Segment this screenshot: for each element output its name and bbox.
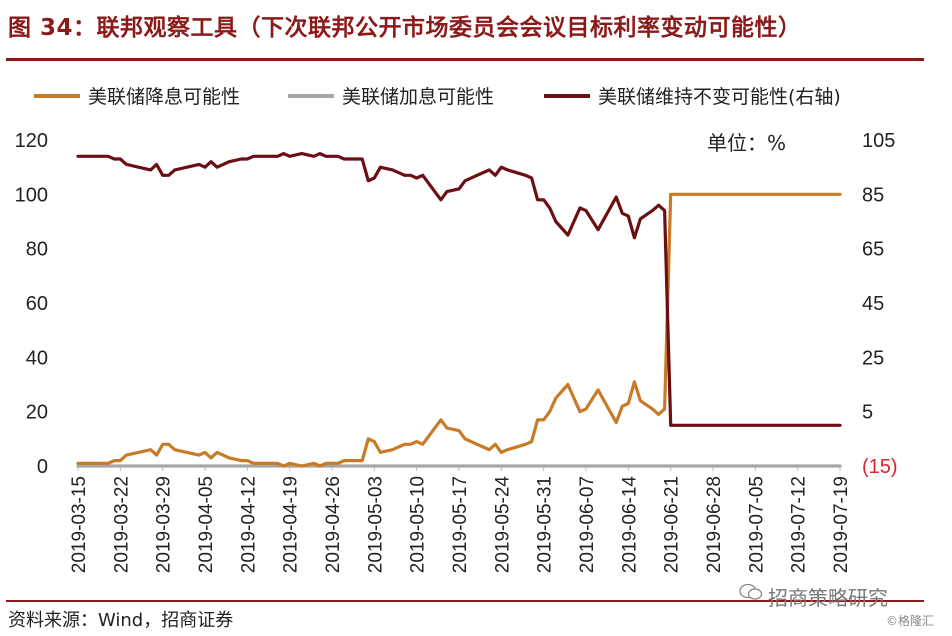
legend-label: 美联储加息可能性 xyxy=(342,86,494,108)
x-tick-label: 2019-05-03 xyxy=(365,476,386,573)
x-tick-label: 2019-03-29 xyxy=(154,476,175,573)
x-tick-label: 2019-07-19 xyxy=(831,476,852,573)
x-tick-label: 2019-05-10 xyxy=(408,476,429,573)
x-tick-label: 2019-06-21 xyxy=(662,476,683,573)
x-tick-label: 2019-05-31 xyxy=(535,476,556,573)
rate-hold-probability-line xyxy=(76,152,842,427)
y-right-tick-label: 5 xyxy=(862,402,873,424)
x-tick-label: 2019-04-19 xyxy=(281,476,302,573)
x-tick-label: 2019-07-12 xyxy=(789,476,810,573)
y-right-tick-label: 25 xyxy=(862,347,884,369)
x-tick-label: 2019-06-28 xyxy=(704,476,725,573)
x-tick-label: 2019-03-15 xyxy=(69,476,90,573)
figure-title: 图 34：联邦观察工具（下次联邦公开市场委员会会议目标利率变动可能性） xyxy=(8,15,802,41)
x-tick-label: 2019-07-05 xyxy=(746,476,767,573)
probability-line-chart: 美联储降息可能性 美联储加息可能性 美联储维持不变可能性(右轴) 0 20 40 60 80… xyxy=(15,86,898,573)
source-note: 资料来源：Wind，招商证券 xyxy=(8,610,234,631)
y-right-tick-label: (15) xyxy=(862,456,898,478)
watermark-credit: ©格隆汇 xyxy=(886,614,935,628)
x-tick-label: 2019-04-05 xyxy=(196,476,217,573)
unit-annotation: 单位：% xyxy=(707,131,786,155)
watermark-text: 招商策略研究 xyxy=(768,586,888,610)
y-right-tick-label: 85 xyxy=(862,184,884,206)
x-tick-label: 2019-06-07 xyxy=(577,476,598,573)
x-tick-label: 2019-05-24 xyxy=(492,476,513,574)
x-tick-label: 2019-04-26 xyxy=(323,476,344,573)
chart-series xyxy=(76,152,842,468)
x-tick-label: 2019-03-22 xyxy=(111,476,132,573)
x-tick-label: 2019-04-12 xyxy=(238,476,259,573)
y-right-tick-label: 105 xyxy=(862,130,895,152)
wechat-icon xyxy=(739,583,763,600)
footer-divider xyxy=(6,600,924,602)
y-right-tick-label: 65 xyxy=(862,239,884,261)
rate-cut-probability-line xyxy=(76,192,842,468)
y-left-tick-label: 80 xyxy=(26,239,48,261)
legend-label: 美联储维持不变可能性(右轴) xyxy=(598,86,841,108)
y-left-tick-label: 40 xyxy=(26,347,48,369)
y-left-tick-label: 100 xyxy=(15,184,48,206)
legend-label: 美联储降息可能性 xyxy=(88,86,240,108)
y-left-tick-label: 20 xyxy=(26,402,48,424)
y-left-tick-label: 60 xyxy=(26,293,48,315)
chart-axes: 0 20 40 60 80 100 120 (15) 5 25 45 65 85 105 2019-03-1… xyxy=(15,130,898,573)
title-divider xyxy=(6,58,924,61)
y-left-tick-label: 0 xyxy=(37,456,48,478)
x-tick-label: 2019-06-14 xyxy=(619,476,640,574)
chart-legend: 美联储降息可能性 美联储加息可能性 美联储维持不变可能性(右轴) xyxy=(34,86,841,108)
y-left-tick-label: 120 xyxy=(15,130,48,152)
y-right-tick-label: 45 xyxy=(862,293,884,315)
x-tick-label: 2019-05-17 xyxy=(450,476,471,573)
